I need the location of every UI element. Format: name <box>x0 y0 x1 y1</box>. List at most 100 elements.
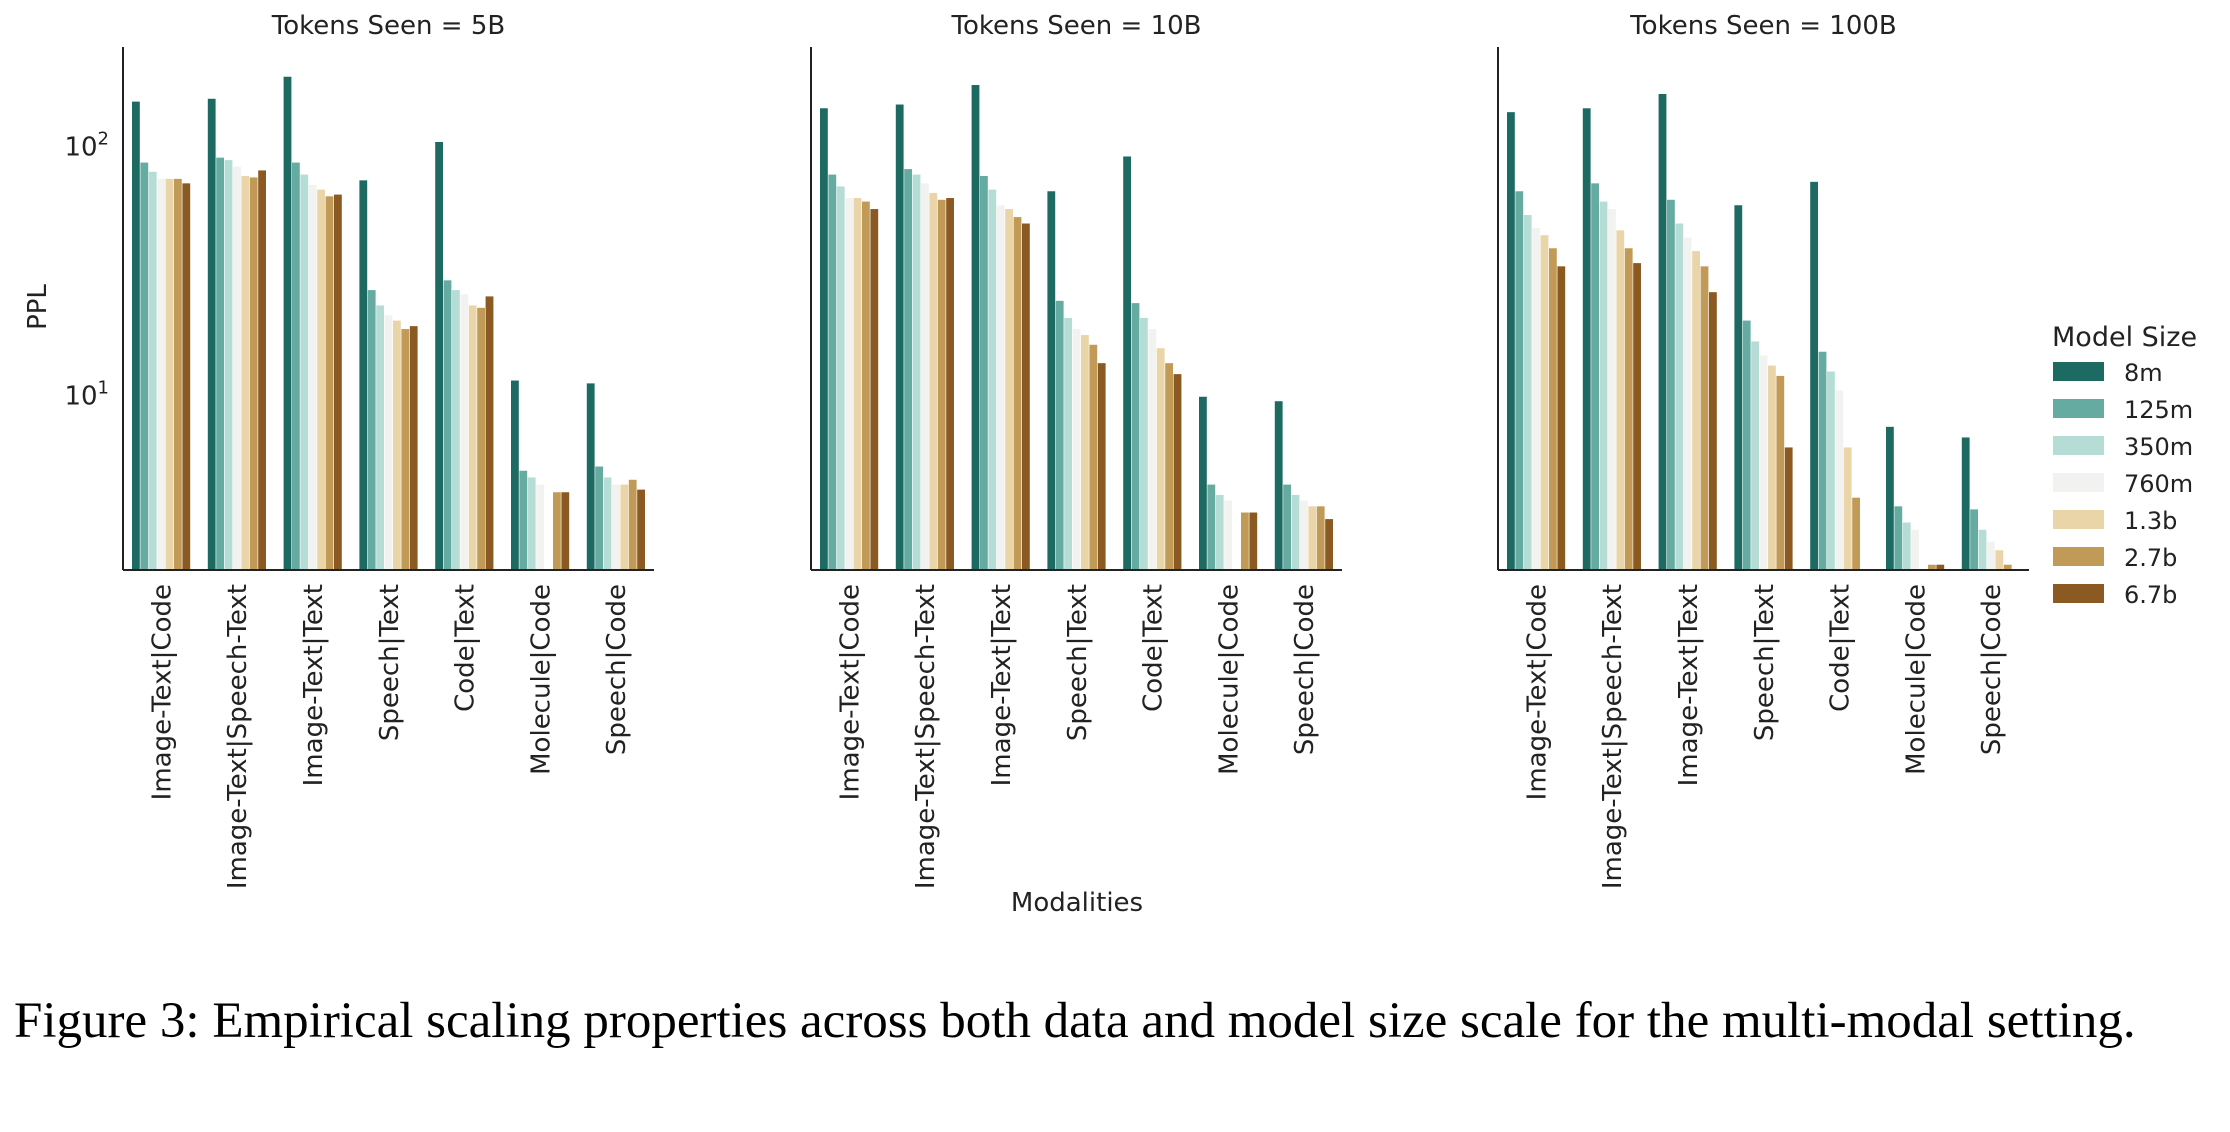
bar-6.7b-Molecule|Code <box>561 492 570 570</box>
bar-1.3b-Image-Text|Text <box>317 189 325 570</box>
bar-760m-Speech|Text <box>384 315 393 570</box>
x-tick-label: Image-Text|Code <box>147 584 177 800</box>
bar-2.7b-Code|Text <box>477 307 485 570</box>
y-tick-exponent: 1 <box>98 378 109 399</box>
bar-1.3b-Code|Text <box>1156 348 1165 570</box>
bar-2.7b-Speech|Text <box>401 329 410 570</box>
panel-2: Tokens Seen = 10B Image-Text|Code Image-Te… <box>810 11 1342 889</box>
bar-350m-Image-Text|Text <box>1675 223 1684 570</box>
bar-760m-Speech|Code <box>1300 500 1308 570</box>
x-tick-label: Image-Text|Text <box>299 584 329 786</box>
bar-350m-Image-Text|Speech-Text <box>224 160 233 570</box>
bar-1.3b-Code|Text <box>1843 447 1852 570</box>
bar-8m-Image-Text|Code <box>820 108 828 571</box>
bar-760m-Code|Text <box>1835 390 1844 570</box>
x-tick-label: Speech|Text <box>375 584 405 741</box>
bar-125m-Code|Text <box>443 280 452 570</box>
bar-1.3b-Image-Text|Speech-Text <box>929 192 938 570</box>
legend-label: 6.7b <box>2124 581 2177 609</box>
bar-760m-Code|Text <box>1148 329 1157 570</box>
panel-title: Tokens Seen = 10B <box>951 11 1202 41</box>
bar-125m-Speech|Code <box>595 466 603 570</box>
x-tick-label: Image-Text|Text <box>1674 584 1704 786</box>
bar-1.3b-Image-Text|Speech-Text <box>241 175 250 571</box>
bar-760m-Image-Text|Text <box>1683 237 1692 571</box>
x-tick-label: Speech|Code <box>1977 584 2007 755</box>
bar-350m-Image-Text|Speech-Text <box>912 174 921 570</box>
bar-350m-Image-Text|Code <box>1523 215 1532 570</box>
bar-2.7b-Molecule|Code <box>1928 564 1936 570</box>
y-tick-base: 10 <box>64 132 97 162</box>
bar-350m-Image-Text|Speech-Text <box>1599 201 1608 570</box>
x-axis-title: Modalities <box>1011 888 1143 918</box>
bar-350m-Molecule|Code <box>1215 494 1224 570</box>
y-tick-base: 10 <box>64 382 97 412</box>
bar-760m-Image-Text|Code <box>845 198 853 570</box>
bar-2.7b-Image-Text|Speech-Text <box>1624 248 1633 570</box>
bar-2.7b-Image-Text|Code <box>1549 248 1557 570</box>
bar-760m-Image-Text|Text <box>996 205 1005 570</box>
bar-6.7b-Image-Text|Text <box>1709 292 1717 570</box>
bar-8m-Speech|Code <box>586 383 595 570</box>
bar-125m-Image-Text|Text <box>1667 199 1675 571</box>
bar-6.7b-Code|Text <box>1173 374 1182 570</box>
bar-8m-Speech|Text <box>359 180 368 570</box>
x-tick-label: Image-Text|Code <box>835 584 865 800</box>
legend: Model Size 8m 125m 350m 760m 1.3b 2.7b 6.7b <box>2052 322 2197 609</box>
bar-125m-Molecule|Code <box>1894 506 1903 570</box>
x-tick-label: Image-Text|Code <box>1522 584 1552 800</box>
figure-caption: Figure 3: Empirical scaling properties a… <box>14 993 2136 1049</box>
bar-760m-Image-Text|Text <box>308 184 317 570</box>
bar-125m-Image-Text|Code <box>1515 191 1524 570</box>
bar-1.3b-Image-Text|Code <box>1540 235 1549 570</box>
bar-8m-Code|Text <box>1123 156 1131 570</box>
legend-title: Model Size <box>2052 322 2197 353</box>
bar-350m-Molecule|Code <box>527 477 536 570</box>
bar-8m-Speech|Code <box>1274 401 1283 570</box>
bar-350m-Image-Text|Code <box>836 186 845 570</box>
bar-125m-Image-Text|Code <box>140 162 149 570</box>
bar-8m-Molecule|Code <box>1886 426 1894 570</box>
bar-1.3b-Image-Text|Code <box>165 178 174 570</box>
bar-6.7b-Image-Text|Code <box>1557 266 1566 570</box>
x-tick-label: Speech|Code <box>602 584 632 755</box>
bar-6.7b-Code|Text <box>485 296 494 570</box>
bar-6.7b-Speech|Text <box>1097 363 1106 570</box>
x-tick-label: Image-Text|Speech-Text <box>911 584 941 889</box>
legend-swatch-350m <box>2053 436 2104 455</box>
legend-label: 125m <box>2124 396 2193 424</box>
x-tick-label: Code|Text <box>1139 584 1169 712</box>
bar-8m-Speech|Text <box>1734 205 1743 570</box>
bar-125m-Image-Text|Speech-Text <box>1591 183 1599 570</box>
bar-760m-Molecule|Code <box>536 484 544 570</box>
panel-title: Tokens Seen = 100B <box>1629 11 1897 41</box>
bar-350m-Speech|Code <box>1291 494 1300 570</box>
legend-swatch-6.7b <box>2053 584 2104 603</box>
legend-swatch-760m <box>2053 473 2104 492</box>
bar-125m-Molecule|Code <box>519 470 528 570</box>
bar-8m-Molecule|Code <box>1199 396 1207 570</box>
bar-760m-Image-Text|Code <box>1532 228 1540 571</box>
bar-125m-Speech|Text <box>367 290 376 570</box>
x-tick-label: Image-Text|Text <box>987 584 1017 786</box>
x-tick-label: Molecule|Code <box>526 584 556 775</box>
bar-760m-Image-Text|Speech-Text <box>233 166 241 570</box>
bar-760m-Speech|Text <box>1072 329 1081 570</box>
bar-125m-Image-Text|Speech-Text <box>216 157 224 570</box>
bar-350m-Speech|Code <box>1978 529 1987 570</box>
bar-760m-Molecule|Code <box>1911 529 1919 570</box>
bar-125m-Image-Text|Text <box>980 175 988 571</box>
bar-760m-Image-Text|Speech-Text <box>1608 209 1616 570</box>
bar-125m-Speech|Code <box>1970 509 1978 570</box>
bar-760m-Code|Text <box>460 294 469 570</box>
x-tick-label: Image-Text|Speech-Text <box>1598 584 1628 889</box>
bar-1.3b-Speech|Code <box>1995 550 2004 570</box>
bar-2.7b-Speech|Code <box>628 479 637 570</box>
bar-6.7b-Speech|Code <box>1325 519 1333 570</box>
bar-8m-Speech|Code <box>1961 437 1970 570</box>
legend-label: 1.3b <box>2124 507 2177 535</box>
bar-350m-Speech|Code <box>603 477 612 570</box>
bar-350m-Code|Text <box>1140 317 1148 570</box>
